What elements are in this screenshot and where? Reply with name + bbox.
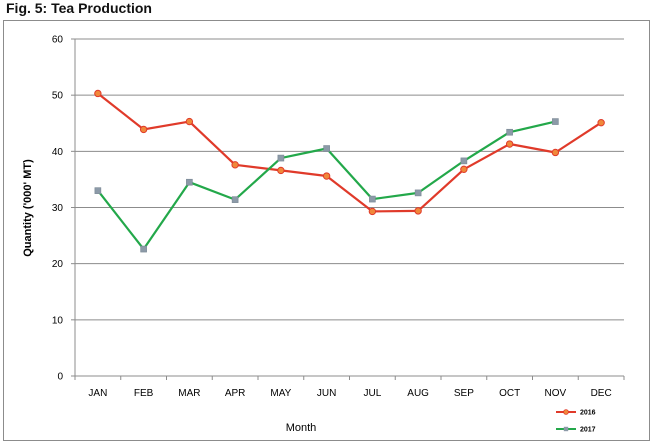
legend-label-2016: 2016	[580, 410, 596, 417]
data-point-2017-sep	[460, 157, 468, 165]
data-point-2016-jun	[322, 172, 331, 180]
label-layer: Month Quantity ('000' MT) 0 10 20 30 40 50 60 J…	[22, 35, 612, 435]
legend-label-2017: 2017	[580, 427, 596, 434]
data-point-2017-feb	[140, 245, 147, 253]
data-point-2016-sep	[460, 165, 468, 174]
x-tick-label-jul: JUL	[363, 388, 381, 399]
grid-layer	[75, 38, 624, 321]
data-point-2016-apr	[231, 161, 239, 169]
x-tick-label-dec: DEC	[591, 388, 612, 399]
figure-title: Fig. 5: Tea Production	[6, 0, 152, 16]
data-point-2017-mar	[186, 178, 193, 186]
legend-marker-2016	[563, 409, 569, 415]
x-tick-label-aug: AUG	[407, 388, 429, 399]
data-point-2016-oct	[505, 140, 514, 148]
y-tick-label-40: 40	[52, 147, 64, 158]
y-tick-label-20: 20	[52, 259, 64, 270]
x-axis-title: Month	[286, 422, 317, 434]
series-layer	[94, 89, 605, 253]
series-line-2017	[97, 120, 556, 251]
y-axis-title: Quantity ('000' MT)	[22, 159, 34, 257]
x-tick-label-apr: APR	[225, 388, 246, 399]
x-tick-label-nov: NOV	[545, 388, 567, 399]
y-tick-label-30: 30	[52, 203, 64, 214]
data-point-2017-apr	[231, 196, 239, 203]
data-point-2016-aug	[414, 207, 422, 215]
x-tick-label-mar: MAR	[178, 388, 200, 399]
chart-frame	[3, 20, 650, 441]
data-point-2017-nov	[552, 118, 559, 125]
y-tick-label-60: 60	[52, 35, 64, 46]
series-line-2016	[97, 92, 602, 213]
x-tick-label-jan: JAN	[88, 388, 107, 399]
axis-layer	[71, 38, 625, 380]
data-point-2016-mar	[185, 117, 194, 126]
x-tick-label-sep: SEP	[454, 388, 474, 399]
data-point-2017-jul	[369, 195, 376, 203]
data-point-2017-may	[277, 154, 285, 162]
x-tick-label-may: MAY	[270, 388, 291, 399]
y-tick-label-10: 10	[52, 315, 64, 326]
legend-marker-2017	[563, 426, 569, 432]
x-tick-label-oct: OCT	[499, 388, 520, 399]
data-point-2017-oct	[506, 128, 513, 136]
data-point-2016-nov	[551, 148, 560, 157]
data-point-2017-jun	[323, 145, 330, 152]
x-tick-label-feb: FEB	[134, 388, 154, 399]
data-point-2017-aug	[414, 189, 422, 197]
data-point-2016-dec	[597, 118, 605, 127]
data-point-2016-jul	[368, 207, 377, 216]
data-point-2017-jan	[94, 187, 102, 194]
legend: 2016 2017	[556, 409, 596, 434]
data-point-2016-feb	[139, 125, 148, 134]
y-tick-label-50: 50	[52, 91, 64, 102]
data-point-2016-jan	[94, 89, 102, 98]
y-tick-label-0: 0	[57, 372, 63, 383]
data-point-2016-may	[277, 166, 285, 175]
x-tick-label-jun: JUN	[317, 388, 336, 399]
